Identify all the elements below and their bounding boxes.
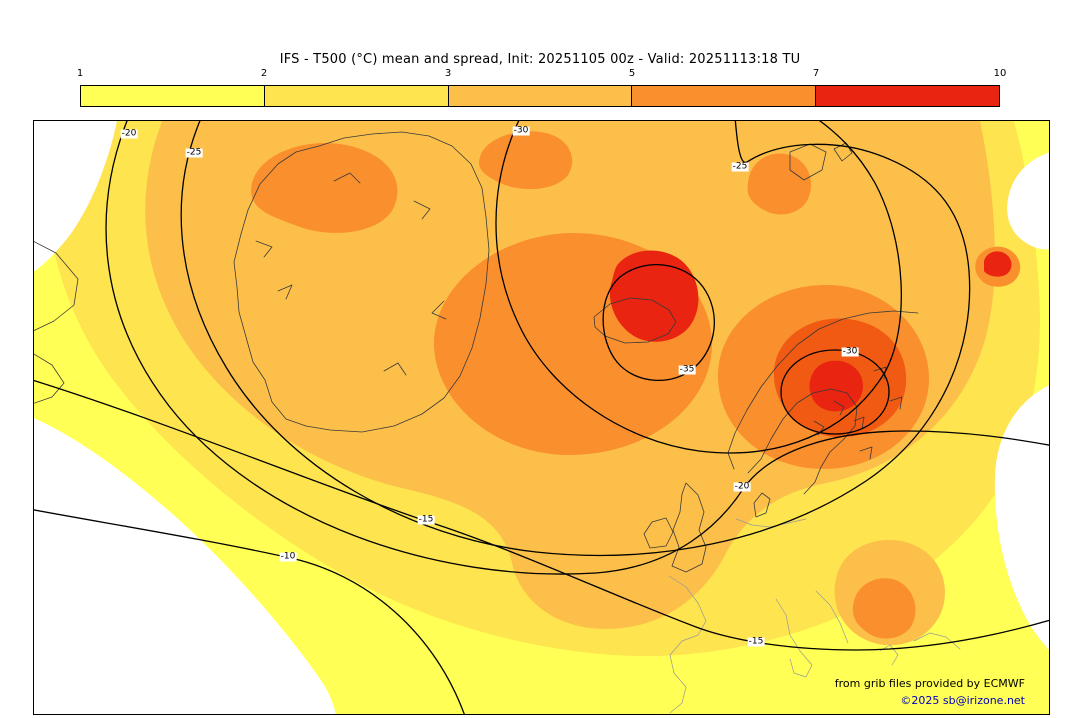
coastline-turkey (879, 632, 961, 666)
spread-region-orange-northwest (251, 142, 398, 233)
contour-label: -30 (841, 346, 859, 357)
coastline-canada (34, 241, 79, 404)
coastline-balkans (815, 590, 849, 644)
spread-region-red-iceland (609, 250, 699, 342)
contour-layer (34, 121, 1049, 714)
coastline-iceland (593, 297, 677, 344)
contour-minus15 (34, 379, 1049, 651)
coastline-greenland-fjords (255, 172, 447, 376)
contour-label: -25 (731, 161, 749, 172)
spread-region-red-baltic (809, 360, 863, 412)
coastline-denmark (753, 492, 771, 518)
chart-title: IFS - T500 (°C) mean and spread, Init: 2… (279, 52, 801, 67)
spread-region-orange-north (478, 131, 573, 190)
contour-label: -15 (417, 514, 435, 525)
coastline-france-iberia (668, 575, 707, 714)
spread-region-white-northwest (34, 121, 117, 272)
coastline-norway (727, 310, 919, 470)
coastline-layer (34, 131, 919, 573)
contour-minus30 (495, 121, 902, 454)
spread-region-white-east (994, 385, 1049, 650)
contour-label: -20 (733, 481, 751, 492)
colorbar-segment-5 (815, 86, 999, 106)
colorbar-segment-3 (447, 86, 632, 106)
colorbar-tick-label: 1 (76, 68, 84, 79)
colorbar-segment-4 (631, 86, 816, 106)
spread-region-orange-northeast (747, 153, 812, 215)
contour-label: -20 (120, 128, 138, 139)
contour-label: -10 (279, 551, 297, 562)
colorbar-tick-label: 10 (993, 68, 1007, 79)
coastline-north-europe (735, 518, 807, 528)
colorbar-segment-1 (81, 86, 264, 106)
colorbar-tick-label: 3 (444, 68, 452, 79)
credit-line-copyright: ©2025 sb@irizone.net (900, 694, 1025, 707)
spread-colorbar (80, 85, 1000, 107)
spread-region-orange-greece (852, 578, 916, 639)
map-area: -20 -25 -30 -25 -35 -30 -20 -15 -15 -10 … (33, 120, 1050, 715)
colorbar-segment-2 (263, 86, 448, 106)
colorbar-tick-label: 5 (628, 68, 636, 79)
spread-region-red-east-edge (984, 251, 1012, 277)
contour-label: -30 (512, 125, 530, 136)
contour-label: -15 (747, 636, 765, 647)
coastline-ireland (643, 517, 674, 549)
coastline-italy (775, 598, 813, 678)
colorbar-tick-label: 2 (260, 68, 268, 79)
coastline-baltic (747, 388, 858, 495)
map-canvas (34, 121, 1049, 714)
spread-region-white-northeast (1007, 152, 1049, 250)
colorbar-tick-label: 7 (812, 68, 820, 79)
credit-line-ecmwf: from grib files provided by ECMWF (834, 677, 1025, 690)
spread-fill-layer (34, 121, 1049, 714)
coastline-greenland (233, 131, 490, 433)
spread-region-white-southwest (34, 418, 336, 714)
coastline-scandinavia-lakes (813, 366, 903, 460)
coastline-britain (671, 482, 707, 573)
contour-minus20 (105, 121, 1049, 575)
coastline-europe-layer (668, 518, 961, 714)
contour-minus25 (180, 121, 971, 557)
contour-minus30-baltic (780, 349, 890, 435)
contour-label: -35 (678, 364, 696, 375)
contour-label: -25 (185, 147, 203, 158)
